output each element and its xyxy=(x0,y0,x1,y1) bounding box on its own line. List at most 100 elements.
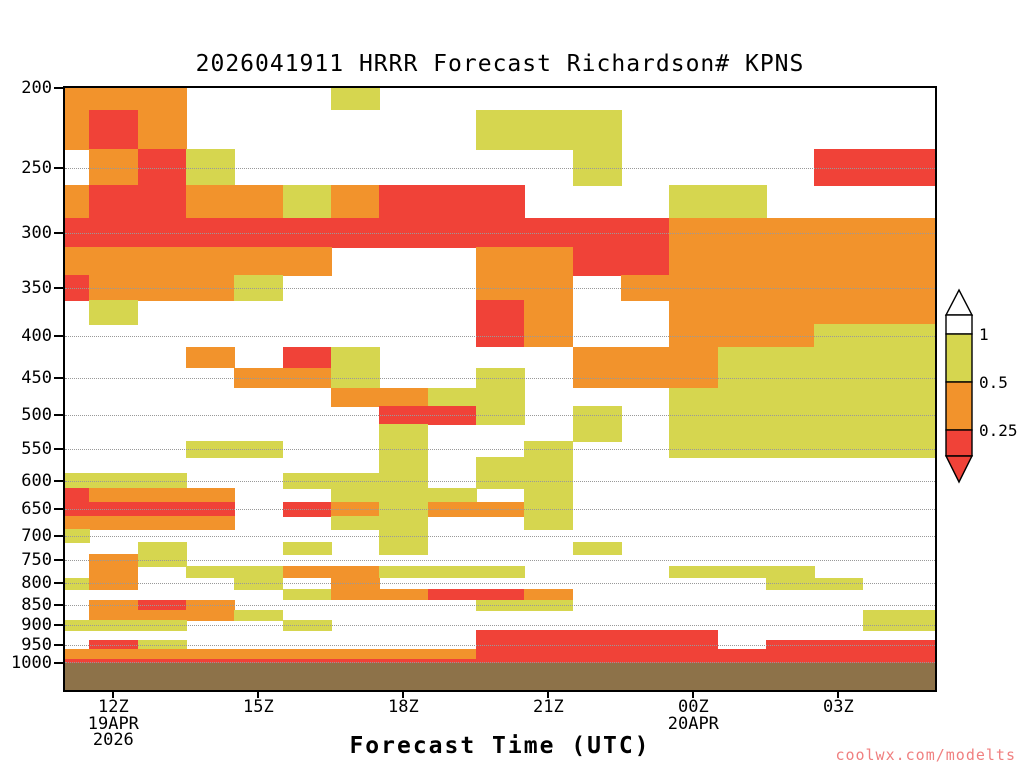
heatmap-cell xyxy=(669,658,719,663)
heatmap-cell xyxy=(89,658,139,663)
heatmap-cell xyxy=(282,247,332,276)
heatmap-cell xyxy=(137,149,187,186)
heatmap-cell xyxy=(765,649,815,660)
heatmap-cell xyxy=(765,566,815,579)
heatmap-cell xyxy=(234,185,284,219)
heatmap-cell xyxy=(475,387,525,407)
heatmap-cell xyxy=(524,658,574,663)
y-tick-mark xyxy=(54,624,63,627)
heatmap-cell xyxy=(89,149,139,186)
gridline xyxy=(65,480,935,482)
y-tick-mark xyxy=(54,286,63,289)
gridline xyxy=(65,377,935,379)
heatmap-cell xyxy=(379,588,429,601)
gridline xyxy=(65,335,935,337)
y-tick-label: 900 xyxy=(21,615,52,636)
heatmap-cell xyxy=(572,109,622,151)
heatmap-cell xyxy=(475,630,525,641)
y-tick-label: 500 xyxy=(21,405,52,426)
heatmap-cell xyxy=(572,346,622,369)
y-tick-label: 800 xyxy=(21,573,52,594)
heatmap-cell xyxy=(89,515,139,530)
heatmap-cell xyxy=(282,649,332,660)
plot-area xyxy=(63,86,937,692)
heatmap-cell xyxy=(524,515,574,530)
gridline xyxy=(65,583,935,585)
heatmap-cell xyxy=(89,649,139,660)
y-tick-mark xyxy=(54,448,63,451)
heatmap-cell xyxy=(814,346,864,369)
heatmap-cell xyxy=(89,185,139,219)
heatmap-cell xyxy=(814,649,864,660)
heatmap-cell xyxy=(524,487,574,503)
heatmap-cell xyxy=(65,658,90,663)
heatmap-cell xyxy=(185,149,235,186)
heatmap-cell xyxy=(330,387,380,407)
heatmap-cell xyxy=(717,185,767,219)
heatmap-cell xyxy=(475,566,525,579)
colorbar: 1 0.5 0.25 xyxy=(937,288,1024,498)
heatmap-cell xyxy=(620,649,670,660)
heatmap-cell xyxy=(717,387,767,407)
heatmap-cell xyxy=(862,149,935,186)
heatmap-cell xyxy=(330,649,380,660)
y-tick-mark xyxy=(54,334,63,337)
x-tick-label: 15Z xyxy=(242,697,274,717)
heatmap-cell xyxy=(379,424,429,442)
heatmap-cell xyxy=(572,630,622,641)
heatmap xyxy=(65,88,935,663)
heatmap-cell xyxy=(524,630,574,641)
heatmap-cell xyxy=(89,487,139,503)
heatmap-cell xyxy=(282,566,332,579)
x-tick-label: 21Z xyxy=(532,697,564,717)
heatmap-cell xyxy=(282,658,332,663)
colorbar-up-arrow-icon xyxy=(944,288,974,316)
heatmap-cell xyxy=(185,649,235,660)
heatmap-cell xyxy=(524,649,574,660)
heatmap-cell xyxy=(572,247,622,276)
colorbar-segment-red xyxy=(945,429,973,457)
heatmap-cell xyxy=(475,109,525,151)
heatmap-cell xyxy=(427,185,477,219)
colorbar-label: 0.5 xyxy=(979,373,1008,392)
heatmap-cell xyxy=(89,566,139,579)
ground-bar xyxy=(65,663,935,690)
heatmap-cell xyxy=(379,658,429,663)
heatmap-cell xyxy=(65,109,90,151)
heatmap-cell xyxy=(234,610,284,622)
heatmap-cell xyxy=(669,185,719,219)
heatmap-cell xyxy=(330,185,380,219)
heatmap-cell xyxy=(427,487,477,503)
y-tick-mark xyxy=(54,559,63,562)
heatmap-cell xyxy=(475,300,525,325)
y-tick-label: 300 xyxy=(21,222,52,243)
heatmap-cell xyxy=(427,387,477,407)
heatmap-cell xyxy=(379,387,429,407)
x-tick-label: 03Z xyxy=(822,697,854,717)
heatmap-cell xyxy=(65,185,90,219)
heatmap-cell xyxy=(717,658,767,663)
heatmap-cell xyxy=(765,424,815,442)
y-tick-mark xyxy=(54,534,63,537)
heatmap-cell xyxy=(717,566,767,579)
heatmap-cell xyxy=(234,658,284,663)
heatmap-cell xyxy=(669,387,719,407)
y-tick-mark xyxy=(54,376,63,379)
heatmap-cell xyxy=(814,658,864,663)
heatmap-cell xyxy=(137,658,187,663)
colorbar-segment-white xyxy=(945,314,973,335)
heatmap-cell xyxy=(330,566,380,579)
heatmap-cell xyxy=(330,88,380,111)
gridline xyxy=(65,415,935,417)
heatmap-cell xyxy=(137,109,187,151)
heatmap-cell xyxy=(185,487,235,503)
heatmap-cell xyxy=(669,247,719,276)
y-tick-mark xyxy=(54,662,63,664)
heatmap-cell xyxy=(572,658,622,663)
y-tick-mark xyxy=(54,603,63,606)
heatmap-cell xyxy=(669,649,719,660)
heatmap-cell xyxy=(185,346,235,369)
x-tick-mark xyxy=(692,692,695,698)
heatmap-cell xyxy=(137,247,187,276)
x-tick-label: 00Z xyxy=(677,697,709,717)
